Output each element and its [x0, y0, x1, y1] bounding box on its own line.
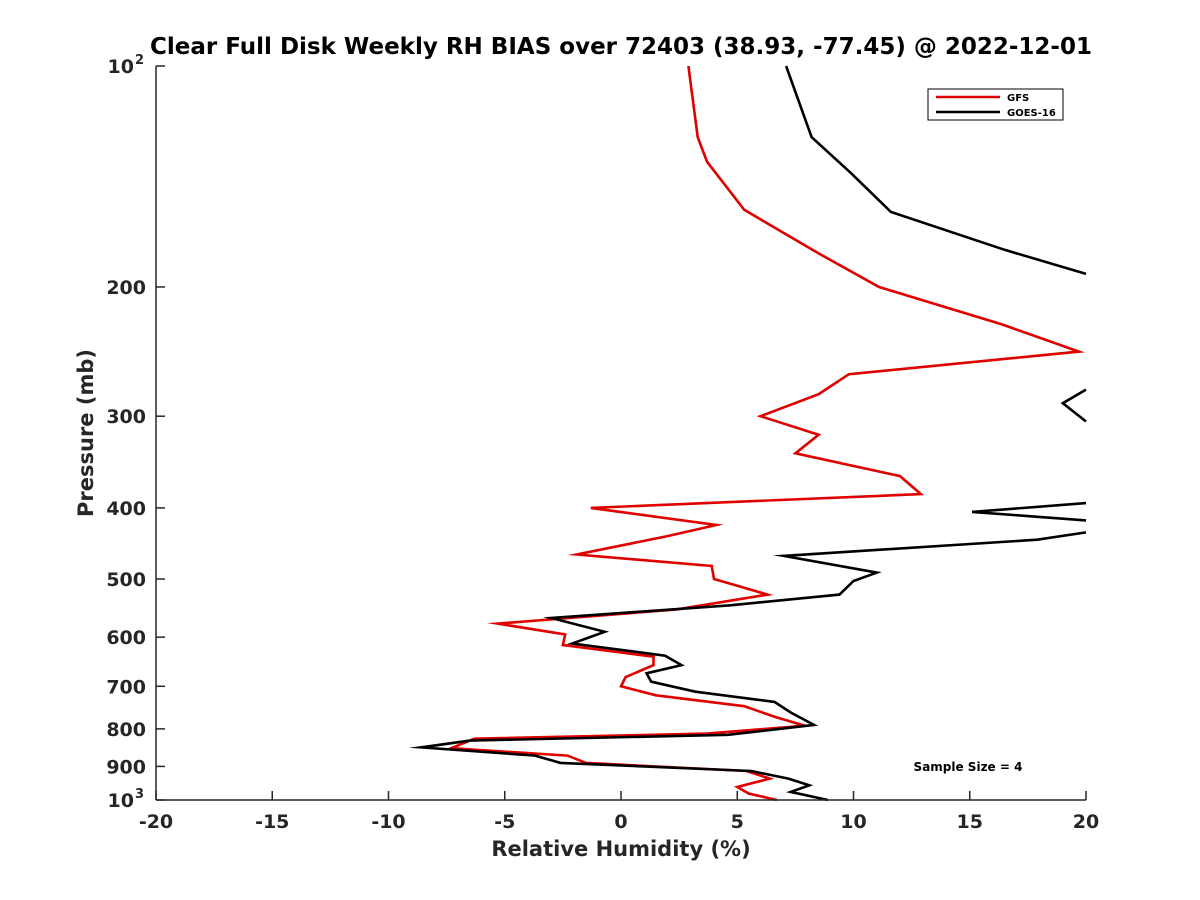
- y-axis-label: Pressure (mb): [74, 349, 98, 517]
- y-tick-label: 10: [108, 790, 134, 812]
- y-tick-label: 200: [106, 277, 146, 299]
- x-tick-label: 15: [957, 811, 983, 833]
- y-tick-label: 800: [106, 719, 146, 741]
- y-tick-label: 500: [106, 569, 146, 591]
- series-line-goes-16: [1060, 388, 1087, 423]
- series-layer: [408, 65, 1087, 802]
- x-tick-label: 5: [731, 811, 744, 833]
- y-tick-exponent: 2: [135, 53, 144, 68]
- x-tick-label: -15: [255, 811, 289, 833]
- legend-label-goes-16: GOES-16: [1007, 108, 1056, 119]
- series-line-goes-16: [971, 501, 1087, 522]
- chart-title: Clear Full Disk Weekly RH BIAS over 7240…: [150, 34, 1092, 60]
- legend-box: [927, 88, 1064, 121]
- y-tick-label: 600: [106, 627, 146, 649]
- plot-area: -20 -15 -10 -5 0 5 10 15 20 10 220030040050060070…: [106, 53, 1099, 833]
- legend: GFS GOES-16: [927, 88, 1064, 121]
- x-tick-label: 0: [614, 811, 627, 833]
- x-tick-label: -10: [371, 811, 405, 833]
- y-tick-label: 400: [106, 498, 146, 520]
- y-tick-exponent: 3: [135, 787, 144, 802]
- sample-size-annotation: Sample Size = 4: [914, 760, 1023, 774]
- series-line-gfs: [445, 65, 1085, 802]
- series-line-goes-16: [784, 65, 1087, 276]
- x-axis-ticks: -20 -15 -10 -5 0 5 10 15 20: [139, 791, 1099, 833]
- y-tick-label: 10: [108, 56, 134, 78]
- y-tick-label: 700: [106, 676, 146, 698]
- y-tick-label: 300: [106, 406, 146, 428]
- x-tick-label: -20: [139, 811, 173, 833]
- x-tick-label: 10: [840, 811, 866, 833]
- series-line-goes-16: [408, 531, 1087, 802]
- legend-label-gfs: GFS: [1007, 93, 1029, 104]
- x-axis-label: Relative Humidity (%): [491, 837, 750, 861]
- x-tick-label: -5: [494, 811, 515, 833]
- x-tick-label: 20: [1073, 811, 1099, 833]
- y-tick-label: 900: [106, 756, 146, 778]
